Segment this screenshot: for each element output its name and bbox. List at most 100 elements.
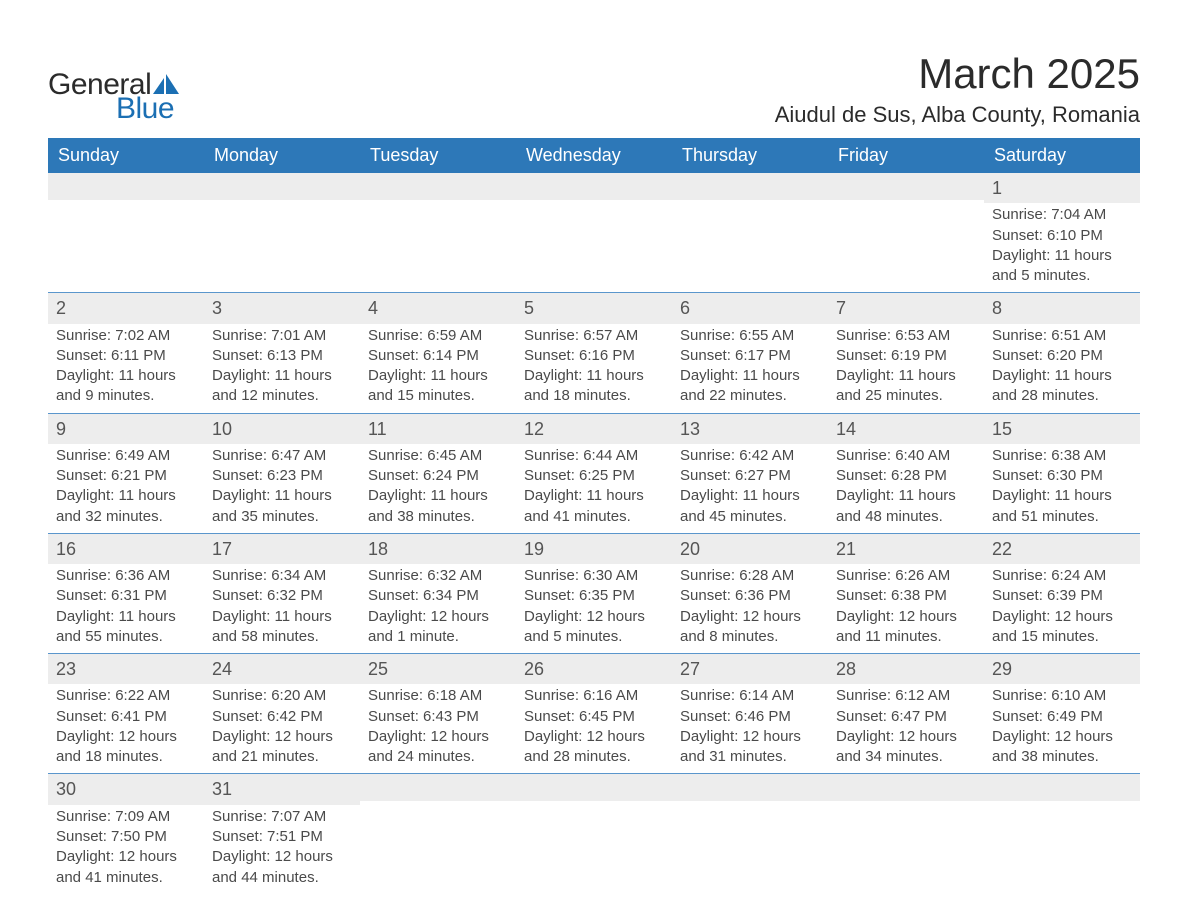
daylight-text: Daylight: 12 hours bbox=[368, 607, 508, 627]
sunset-text: Sunset: 6:23 PM bbox=[212, 466, 352, 486]
day-cell: 30Sunrise: 7:09 AMSunset: 7:50 PMDayligh… bbox=[48, 774, 204, 893]
day-cell: 3Sunrise: 7:01 AMSunset: 6:13 PMDaylight… bbox=[204, 293, 360, 412]
weekday-header: Sunday bbox=[48, 138, 204, 173]
daylight-text: and 51 minutes. bbox=[992, 507, 1132, 527]
daylight-text: Daylight: 12 hours bbox=[524, 607, 664, 627]
sunset-text: Sunset: 6:31 PM bbox=[56, 586, 196, 606]
day-number: 4 bbox=[368, 298, 378, 318]
weekday-header: Tuesday bbox=[360, 138, 516, 173]
daynum-bar: 18 bbox=[360, 534, 516, 564]
logo: General Blue bbox=[48, 68, 179, 126]
daynum-bar bbox=[360, 173, 516, 200]
daynum-bar: 21 bbox=[828, 534, 984, 564]
daylight-text: and 55 minutes. bbox=[56, 627, 196, 647]
weekday-header: Wednesday bbox=[516, 138, 672, 173]
day-number: 20 bbox=[680, 539, 700, 559]
sunrise-text: Sunrise: 6:44 AM bbox=[524, 446, 664, 466]
daynum-bar: 9 bbox=[48, 414, 204, 444]
sunrise-text: Sunrise: 6:12 AM bbox=[836, 686, 976, 706]
week-row: 30Sunrise: 7:09 AMSunset: 7:50 PMDayligh… bbox=[48, 773, 1140, 893]
daynum-bar bbox=[828, 173, 984, 200]
daynum-bar: 4 bbox=[360, 293, 516, 323]
sunrise-text: Sunrise: 6:51 AM bbox=[992, 326, 1132, 346]
sunrise-text: Sunrise: 6:57 AM bbox=[524, 326, 664, 346]
day-number: 1 bbox=[992, 178, 1002, 198]
daynum-bar: 16 bbox=[48, 534, 204, 564]
daylight-text: and 5 minutes. bbox=[992, 266, 1132, 286]
day-cell: 25Sunrise: 6:18 AMSunset: 6:43 PMDayligh… bbox=[360, 654, 516, 773]
sunset-text: Sunset: 6:30 PM bbox=[992, 466, 1132, 486]
daylight-text: Daylight: 11 hours bbox=[680, 486, 820, 506]
daynum-bar: 22 bbox=[984, 534, 1140, 564]
daynum-bar bbox=[672, 173, 828, 200]
daynum-bar: 28 bbox=[828, 654, 984, 684]
sunrise-text: Sunrise: 6:16 AM bbox=[524, 686, 664, 706]
day-cell: 12Sunrise: 6:44 AMSunset: 6:25 PMDayligh… bbox=[516, 414, 672, 533]
daylight-text: Daylight: 12 hours bbox=[524, 727, 664, 747]
daynum-bar: 19 bbox=[516, 534, 672, 564]
day-cell: 14Sunrise: 6:40 AMSunset: 6:28 PMDayligh… bbox=[828, 414, 984, 533]
sunrise-text: Sunrise: 6:45 AM bbox=[368, 446, 508, 466]
daynum-bar bbox=[516, 774, 672, 801]
day-number: 2 bbox=[56, 298, 66, 318]
day-number: 3 bbox=[212, 298, 222, 318]
day-number: 21 bbox=[836, 539, 856, 559]
sunset-text: Sunset: 6:42 PM bbox=[212, 707, 352, 727]
sunset-text: Sunset: 6:19 PM bbox=[836, 346, 976, 366]
daynum-bar: 5 bbox=[516, 293, 672, 323]
empty-cell bbox=[48, 173, 204, 292]
sunset-text: Sunset: 6:36 PM bbox=[680, 586, 820, 606]
day-cell: 20Sunrise: 6:28 AMSunset: 6:36 PMDayligh… bbox=[672, 534, 828, 653]
sunrise-text: Sunrise: 6:28 AM bbox=[680, 566, 820, 586]
daylight-text: Daylight: 12 hours bbox=[836, 727, 976, 747]
daylight-text: and 15 minutes. bbox=[992, 627, 1132, 647]
empty-cell bbox=[204, 173, 360, 292]
daynum-bar: 30 bbox=[48, 774, 204, 804]
day-number: 13 bbox=[680, 419, 700, 439]
day-number: 31 bbox=[212, 779, 232, 799]
daylight-text: Daylight: 12 hours bbox=[56, 847, 196, 867]
sunset-text: Sunset: 6:32 PM bbox=[212, 586, 352, 606]
sunset-text: Sunset: 6:10 PM bbox=[992, 226, 1132, 246]
sunset-text: Sunset: 6:49 PM bbox=[992, 707, 1132, 727]
daynum-bar: 7 bbox=[828, 293, 984, 323]
daynum-bar: 23 bbox=[48, 654, 204, 684]
daylight-text: and 38 minutes. bbox=[368, 507, 508, 527]
sunrise-text: Sunrise: 6:36 AM bbox=[56, 566, 196, 586]
daylight-text: Daylight: 11 hours bbox=[212, 607, 352, 627]
sunset-text: Sunset: 7:50 PM bbox=[56, 827, 196, 847]
day-cell: 2Sunrise: 7:02 AMSunset: 6:11 PMDaylight… bbox=[48, 293, 204, 412]
day-number: 23 bbox=[56, 659, 76, 679]
daylight-text: and 28 minutes. bbox=[524, 747, 664, 767]
day-number: 10 bbox=[212, 419, 232, 439]
sunrise-text: Sunrise: 6:20 AM bbox=[212, 686, 352, 706]
daylight-text: and 41 minutes. bbox=[56, 868, 196, 888]
daynum-bar: 2 bbox=[48, 293, 204, 323]
daylight-text: and 41 minutes. bbox=[524, 507, 664, 527]
sunrise-text: Sunrise: 7:01 AM bbox=[212, 326, 352, 346]
logo-text-blue: Blue bbox=[116, 92, 174, 126]
daylight-text: Daylight: 12 hours bbox=[836, 607, 976, 627]
empty-cell bbox=[360, 173, 516, 292]
day-number: 7 bbox=[836, 298, 846, 318]
day-cell: 23Sunrise: 6:22 AMSunset: 6:41 PMDayligh… bbox=[48, 654, 204, 773]
sunrise-text: Sunrise: 7:04 AM bbox=[992, 205, 1132, 225]
sunset-text: Sunset: 6:17 PM bbox=[680, 346, 820, 366]
day-cell: 1Sunrise: 7:04 AMSunset: 6:10 PMDaylight… bbox=[984, 173, 1140, 292]
daynum-bar bbox=[828, 774, 984, 801]
sunrise-text: Sunrise: 6:22 AM bbox=[56, 686, 196, 706]
day-cell: 13Sunrise: 6:42 AMSunset: 6:27 PMDayligh… bbox=[672, 414, 828, 533]
daylight-text: Daylight: 11 hours bbox=[524, 366, 664, 386]
daynum-bar: 31 bbox=[204, 774, 360, 804]
daynum-bar: 26 bbox=[516, 654, 672, 684]
day-number: 22 bbox=[992, 539, 1012, 559]
day-cell: 11Sunrise: 6:45 AMSunset: 6:24 PMDayligh… bbox=[360, 414, 516, 533]
empty-cell bbox=[516, 173, 672, 292]
day-number: 26 bbox=[524, 659, 544, 679]
sunset-text: Sunset: 6:47 PM bbox=[836, 707, 976, 727]
day-number: 24 bbox=[212, 659, 232, 679]
day-cell: 9Sunrise: 6:49 AMSunset: 6:21 PMDaylight… bbox=[48, 414, 204, 533]
day-number: 18 bbox=[368, 539, 388, 559]
day-cell: 6Sunrise: 6:55 AMSunset: 6:17 PMDaylight… bbox=[672, 293, 828, 412]
daylight-text: Daylight: 12 hours bbox=[992, 607, 1132, 627]
